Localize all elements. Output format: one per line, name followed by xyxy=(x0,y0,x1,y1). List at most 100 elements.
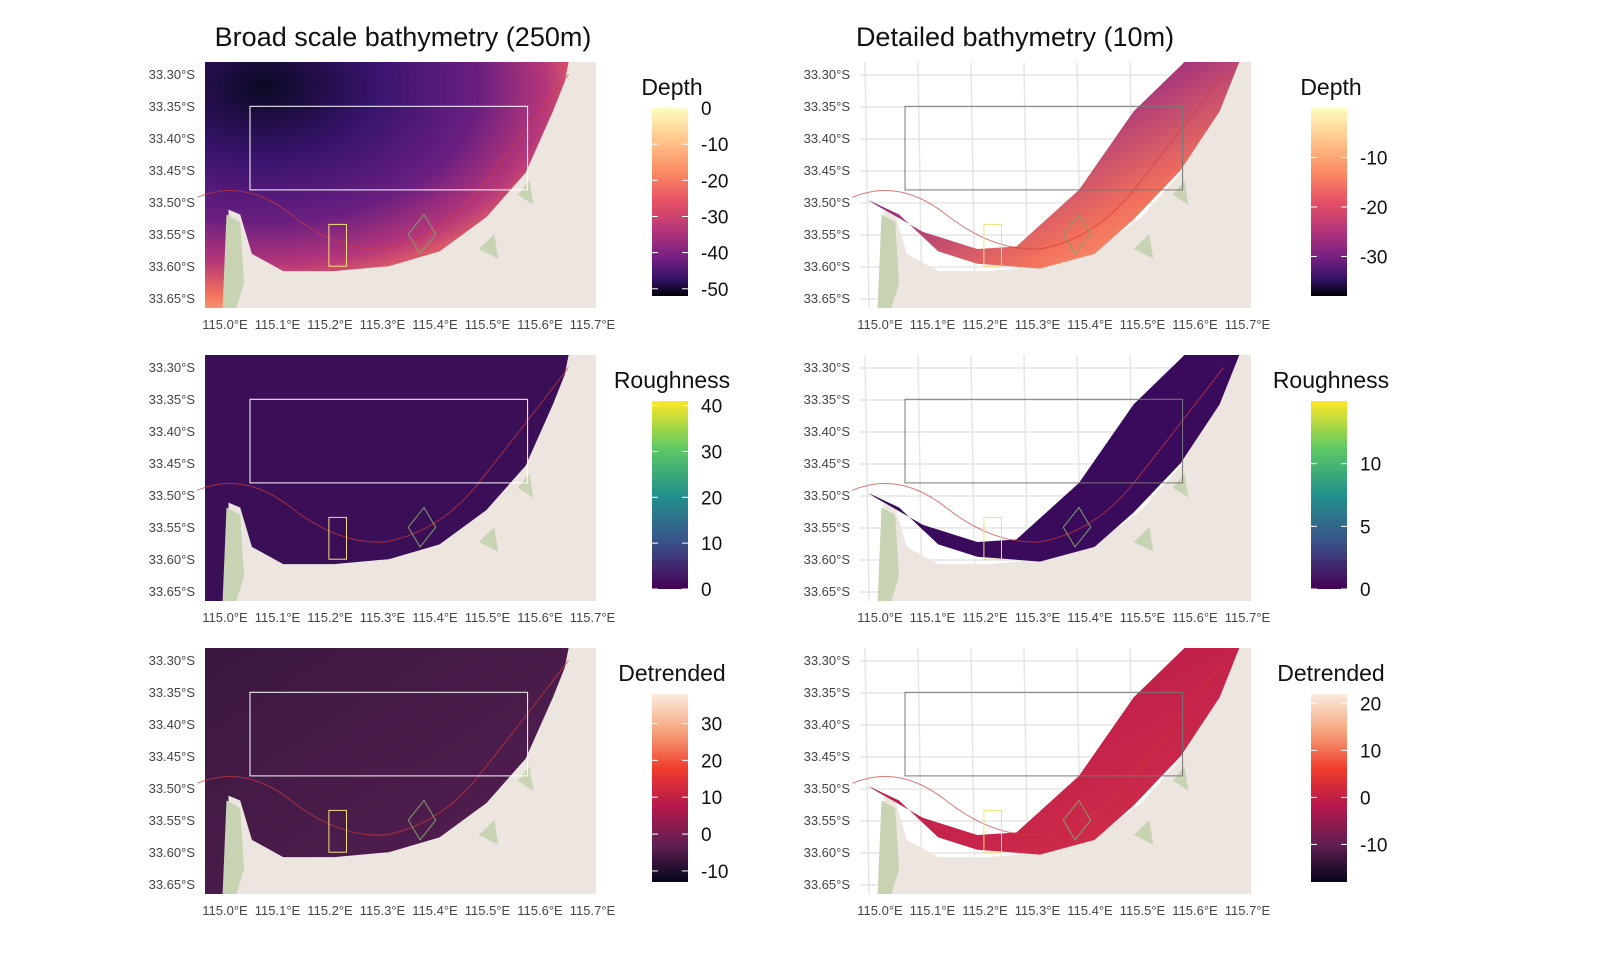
map-panels: 33.30°S 33.35°S 33.40°S 33.45°S 33.50°S 33.55… xyxy=(149,61,1389,918)
lon-tick-label: 115.3°E xyxy=(1015,903,1061,918)
legend-tick-label: -40 xyxy=(701,244,728,265)
lon-tick-label: 115.1°E xyxy=(910,610,956,625)
lat-tick-label: 33.30°S xyxy=(804,360,851,375)
depth-contour xyxy=(852,73,1224,250)
legend-tick-label: 0 xyxy=(1360,788,1371,809)
lon-tick-label: 115.3°E xyxy=(1015,317,1061,332)
reserve-box xyxy=(1062,799,1092,841)
legend-tick-label: -10 xyxy=(701,862,728,883)
land xyxy=(228,62,596,308)
lat-tick-label: 33.40°S xyxy=(804,424,851,439)
lon-tick-label: 115.6°E xyxy=(1172,317,1218,332)
lat-tick-label: 33.50°S xyxy=(804,195,851,210)
legend-tick-label: -20 xyxy=(1360,198,1387,219)
legend-tick-label: -20 xyxy=(701,171,728,192)
legend-colorbar xyxy=(652,694,688,882)
lon-tick-label: 115.4°E xyxy=(1067,317,1113,332)
vegetation-patch xyxy=(517,766,534,791)
panel-broad-depth: 33.30°S 33.35°S 33.40°S 33.45°S 33.50°S 33.55… xyxy=(149,62,728,332)
lat-tick-label: 33.60°S xyxy=(804,259,851,274)
panel-broad-detrended: 33.30°S 33.35°S 33.40°S 33.45°S 33.50°S 33.55… xyxy=(149,648,728,918)
lat-tick-label: 33.60°S xyxy=(149,552,196,567)
lat-tick-label: 33.35°S xyxy=(149,99,196,114)
lon-tick-label: 115.1°E xyxy=(255,317,301,332)
lon-tick-label: 115.6°E xyxy=(517,903,563,918)
legend-tick-label: 20 xyxy=(701,751,722,772)
lat-tick-label: 33.50°S xyxy=(149,488,196,503)
legend-title: Detrended xyxy=(618,660,725,686)
lon-tick-label: 115.2°E xyxy=(307,610,353,625)
lon-tick-label: 115.0°E xyxy=(202,610,248,625)
lon-tick-label: 115.3°E xyxy=(1015,610,1061,625)
lon-tick-label: 115.5°E xyxy=(1120,903,1166,918)
lon-tick-label: 115.5°E xyxy=(465,317,511,332)
lat-tick-label: 33.30°S xyxy=(149,67,196,82)
reserve-box xyxy=(1062,506,1092,548)
lon-tick-label: 115.6°E xyxy=(517,317,563,332)
lon-tick-label: 115.6°E xyxy=(517,610,563,625)
lat-tick-label: 33.65°S xyxy=(149,584,196,599)
vegetation-patch xyxy=(517,473,534,498)
lat-tick-label: 33.35°S xyxy=(804,685,851,700)
vegetation-patch xyxy=(222,800,245,894)
reserve-box xyxy=(1062,213,1092,255)
lon-tick-label: 115.0°E xyxy=(202,903,248,918)
study-area-box xyxy=(904,398,1184,484)
reserve-box xyxy=(407,506,437,548)
vegetation-patch xyxy=(877,507,900,601)
lat-tick-label: 33.65°S xyxy=(149,877,196,892)
legend-colorbar xyxy=(1311,108,1347,296)
lat-tick-label: 33.65°S xyxy=(804,291,851,306)
lon-tick-label: 115.2°E xyxy=(962,610,1008,625)
legend-tick-label: 10 xyxy=(1360,455,1381,476)
lon-tick-label: 115.5°E xyxy=(465,610,511,625)
survey-swath-detailed-roughness xyxy=(867,355,1240,562)
lon-tick-label: 115.1°E xyxy=(910,317,956,332)
lon-tick-label: 115.7°E xyxy=(1225,317,1271,332)
sampling-box xyxy=(983,516,1003,560)
lon-tick-label: 115.1°E xyxy=(255,903,301,918)
lon-tick-label: 115.2°E xyxy=(307,903,353,918)
vegetation-patch xyxy=(478,234,499,259)
lon-tick-label: 115.4°E xyxy=(1067,903,1113,918)
lat-tick-label: 33.45°S xyxy=(804,456,851,471)
legend-tick-label: -50 xyxy=(701,280,728,301)
legend-colorbar xyxy=(1311,694,1347,882)
legend-tick-label: 30 xyxy=(701,442,722,463)
lat-tick-label: 33.60°S xyxy=(149,259,196,274)
lat-tick-label: 33.30°S xyxy=(804,67,851,82)
sampling-box xyxy=(328,516,347,560)
vegetation-patch xyxy=(1133,820,1154,845)
lat-tick-label: 33.45°S xyxy=(804,749,851,764)
sampling-box xyxy=(328,809,347,853)
lon-tick-label: 115.7°E xyxy=(570,610,616,625)
legend-tick-label: -10 xyxy=(701,135,728,156)
lon-tick-label: 115.2°E xyxy=(962,317,1008,332)
lat-tick-label: 33.45°S xyxy=(149,456,196,471)
depth-contour xyxy=(852,366,1224,543)
lon-tick-label: 115.4°E xyxy=(412,317,458,332)
vegetation-patch xyxy=(1133,527,1154,552)
lon-tick-label: 115.6°E xyxy=(1172,903,1218,918)
study-area-box xyxy=(249,105,529,191)
vegetation-patch xyxy=(222,214,245,308)
lat-tick-label: 33.35°S xyxy=(149,685,196,700)
legend-colorbar xyxy=(652,401,688,589)
lon-tick-label: 115.4°E xyxy=(1067,610,1113,625)
lat-tick-label: 33.35°S xyxy=(804,99,851,114)
vegetation-patch xyxy=(1133,234,1154,259)
sampling-box xyxy=(328,223,347,267)
land xyxy=(883,62,1251,308)
lat-tick-label: 33.45°S xyxy=(149,163,196,178)
lon-tick-label: 115.7°E xyxy=(570,903,616,918)
lat-tick-label: 33.65°S xyxy=(804,584,851,599)
lon-tick-label: 115.5°E xyxy=(1120,317,1166,332)
study-area-box xyxy=(904,691,1184,777)
lat-tick-label: 33.50°S xyxy=(149,195,196,210)
lon-tick-label: 115.5°E xyxy=(1120,610,1166,625)
lon-tick-label: 115.6°E xyxy=(1172,610,1218,625)
vegetation-patch xyxy=(222,507,245,601)
vegetation-patch xyxy=(478,820,499,845)
legend-tick-label: 10 xyxy=(701,788,722,809)
depth-contour xyxy=(197,659,569,836)
